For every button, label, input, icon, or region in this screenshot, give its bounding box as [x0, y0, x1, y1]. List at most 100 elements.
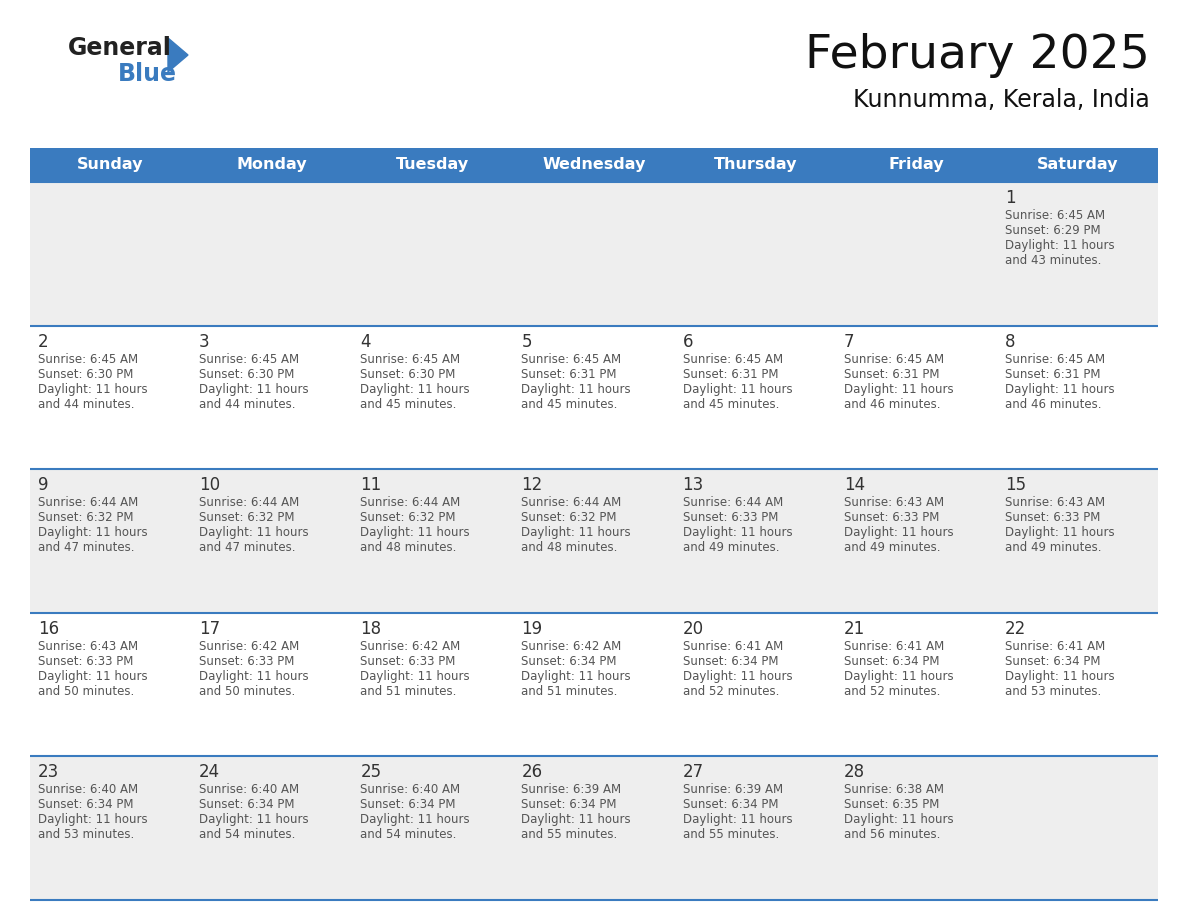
Text: and 47 minutes.: and 47 minutes.: [200, 542, 296, 554]
Text: Thursday: Thursday: [713, 158, 797, 173]
Text: Daylight: 11 hours: Daylight: 11 hours: [360, 813, 470, 826]
Text: 20: 20: [683, 620, 703, 638]
Text: Sunset: 6:33 PM: Sunset: 6:33 PM: [1005, 511, 1100, 524]
Text: Daylight: 11 hours: Daylight: 11 hours: [843, 526, 953, 539]
Text: Sunrise: 6:43 AM: Sunrise: 6:43 AM: [1005, 497, 1105, 509]
Text: and 50 minutes.: and 50 minutes.: [38, 685, 134, 698]
Text: Sunset: 6:30 PM: Sunset: 6:30 PM: [200, 367, 295, 381]
Text: Sunset: 6:29 PM: Sunset: 6:29 PM: [1005, 224, 1100, 237]
Text: Sunrise: 6:38 AM: Sunrise: 6:38 AM: [843, 783, 943, 797]
Text: 2: 2: [38, 332, 49, 351]
Text: Sunrise: 6:45 AM: Sunrise: 6:45 AM: [843, 353, 943, 365]
Text: Sunrise: 6:43 AM: Sunrise: 6:43 AM: [843, 497, 943, 509]
Text: Sunrise: 6:40 AM: Sunrise: 6:40 AM: [200, 783, 299, 797]
Text: Daylight: 11 hours: Daylight: 11 hours: [38, 813, 147, 826]
Text: Sunset: 6:34 PM: Sunset: 6:34 PM: [683, 799, 778, 812]
Text: and 51 minutes.: and 51 minutes.: [522, 685, 618, 698]
Text: Sunrise: 6:42 AM: Sunrise: 6:42 AM: [200, 640, 299, 653]
Text: Sunset: 6:31 PM: Sunset: 6:31 PM: [683, 367, 778, 381]
Text: and 46 minutes.: and 46 minutes.: [1005, 397, 1101, 410]
Text: Sunrise: 6:45 AM: Sunrise: 6:45 AM: [38, 353, 138, 365]
Text: Daylight: 11 hours: Daylight: 11 hours: [38, 383, 147, 396]
Text: Daylight: 11 hours: Daylight: 11 hours: [683, 526, 792, 539]
Text: Sunrise: 6:39 AM: Sunrise: 6:39 AM: [683, 783, 783, 797]
Text: and 52 minutes.: and 52 minutes.: [843, 685, 940, 698]
Text: Daylight: 11 hours: Daylight: 11 hours: [360, 383, 470, 396]
Text: Sunrise: 6:44 AM: Sunrise: 6:44 AM: [38, 497, 138, 509]
Text: 14: 14: [843, 476, 865, 494]
Text: Sunset: 6:33 PM: Sunset: 6:33 PM: [38, 655, 133, 667]
Text: Sunset: 6:34 PM: Sunset: 6:34 PM: [522, 655, 617, 667]
Text: Sunrise: 6:44 AM: Sunrise: 6:44 AM: [522, 497, 621, 509]
Text: 24: 24: [200, 764, 220, 781]
Text: and 48 minutes.: and 48 minutes.: [522, 542, 618, 554]
Text: Sunrise: 6:45 AM: Sunrise: 6:45 AM: [1005, 353, 1105, 365]
Text: Daylight: 11 hours: Daylight: 11 hours: [683, 670, 792, 683]
Text: and 45 minutes.: and 45 minutes.: [683, 397, 779, 410]
Text: 13: 13: [683, 476, 703, 494]
Text: Sunset: 6:34 PM: Sunset: 6:34 PM: [200, 799, 295, 812]
Text: Sunrise: 6:41 AM: Sunrise: 6:41 AM: [843, 640, 944, 653]
Text: Daylight: 11 hours: Daylight: 11 hours: [683, 383, 792, 396]
Bar: [30, 148, 1158, 182]
Bar: [30, 469, 1158, 613]
Text: Sunset: 6:30 PM: Sunset: 6:30 PM: [360, 367, 456, 381]
Text: Daylight: 11 hours: Daylight: 11 hours: [522, 526, 631, 539]
Text: Sunset: 6:32 PM: Sunset: 6:32 PM: [360, 511, 456, 524]
Polygon shape: [168, 38, 188, 72]
Text: 25: 25: [360, 764, 381, 781]
Text: Sunset: 6:34 PM: Sunset: 6:34 PM: [843, 655, 940, 667]
Text: Wednesday: Wednesday: [542, 158, 646, 173]
Text: 19: 19: [522, 620, 543, 638]
Text: 28: 28: [843, 764, 865, 781]
Text: and 49 minutes.: and 49 minutes.: [843, 542, 940, 554]
Text: and 45 minutes.: and 45 minutes.: [360, 397, 456, 410]
Text: and 44 minutes.: and 44 minutes.: [38, 397, 134, 410]
Text: Daylight: 11 hours: Daylight: 11 hours: [200, 813, 309, 826]
Text: and 52 minutes.: and 52 minutes.: [683, 685, 779, 698]
Text: Sunrise: 6:41 AM: Sunrise: 6:41 AM: [683, 640, 783, 653]
Text: 3: 3: [200, 332, 210, 351]
Text: Daylight: 11 hours: Daylight: 11 hours: [1005, 670, 1114, 683]
Text: Sunrise: 6:39 AM: Sunrise: 6:39 AM: [522, 783, 621, 797]
Text: Friday: Friday: [889, 158, 944, 173]
Text: Daylight: 11 hours: Daylight: 11 hours: [200, 526, 309, 539]
Bar: [30, 182, 1158, 326]
Text: Sunrise: 6:45 AM: Sunrise: 6:45 AM: [522, 353, 621, 365]
Text: Sunset: 6:31 PM: Sunset: 6:31 PM: [522, 367, 617, 381]
Bar: [30, 613, 1158, 756]
Text: 5: 5: [522, 332, 532, 351]
Text: 17: 17: [200, 620, 220, 638]
Text: 18: 18: [360, 620, 381, 638]
Text: Tuesday: Tuesday: [397, 158, 469, 173]
Text: Sunrise: 6:45 AM: Sunrise: 6:45 AM: [200, 353, 299, 365]
Text: and 50 minutes.: and 50 minutes.: [200, 685, 296, 698]
Text: Daylight: 11 hours: Daylight: 11 hours: [522, 383, 631, 396]
Text: Daylight: 11 hours: Daylight: 11 hours: [1005, 239, 1114, 252]
Text: Sunrise: 6:44 AM: Sunrise: 6:44 AM: [683, 497, 783, 509]
Text: Daylight: 11 hours: Daylight: 11 hours: [1005, 383, 1114, 396]
Text: Daylight: 11 hours: Daylight: 11 hours: [843, 383, 953, 396]
Text: Daylight: 11 hours: Daylight: 11 hours: [843, 670, 953, 683]
Text: 4: 4: [360, 332, 371, 351]
Text: Monday: Monday: [236, 158, 307, 173]
Text: Sunset: 6:34 PM: Sunset: 6:34 PM: [683, 655, 778, 667]
Text: and 54 minutes.: and 54 minutes.: [360, 828, 456, 842]
Text: General: General: [68, 36, 172, 60]
Text: Daylight: 11 hours: Daylight: 11 hours: [200, 670, 309, 683]
Text: 15: 15: [1005, 476, 1026, 494]
Text: and 47 minutes.: and 47 minutes.: [38, 542, 134, 554]
Text: Sunset: 6:30 PM: Sunset: 6:30 PM: [38, 367, 133, 381]
Text: and 49 minutes.: and 49 minutes.: [683, 542, 779, 554]
Text: Sunrise: 6:45 AM: Sunrise: 6:45 AM: [1005, 209, 1105, 222]
Text: 6: 6: [683, 332, 693, 351]
Text: Sunrise: 6:42 AM: Sunrise: 6:42 AM: [522, 640, 621, 653]
Bar: [30, 326, 1158, 469]
Text: Sunday: Sunday: [77, 158, 144, 173]
Text: Sunset: 6:32 PM: Sunset: 6:32 PM: [200, 511, 295, 524]
Text: Sunset: 6:32 PM: Sunset: 6:32 PM: [38, 511, 133, 524]
Text: Saturday: Saturday: [1037, 158, 1118, 173]
Text: and 55 minutes.: and 55 minutes.: [522, 828, 618, 842]
Text: February 2025: February 2025: [805, 32, 1150, 77]
Text: and 51 minutes.: and 51 minutes.: [360, 685, 456, 698]
